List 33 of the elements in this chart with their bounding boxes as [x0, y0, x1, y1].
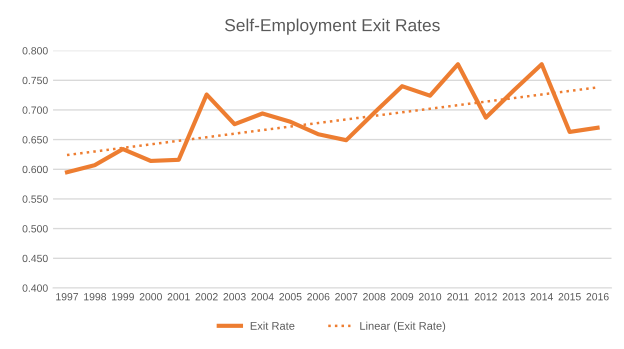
x-tick-label: 2003 — [223, 293, 246, 300]
x-tick-label: 2005 — [279, 293, 302, 300]
y-tick-label: 0.450 — [22, 254, 48, 262]
x-tick-label: 2004 — [251, 293, 274, 300]
x-tick-label: 1997 — [56, 293, 78, 300]
x-tick-label: 2010 — [418, 293, 442, 300]
y-tick-label: 0.700 — [22, 106, 48, 114]
x-tick-label: 2013 — [502, 293, 525, 300]
x-tick-label: 1998 — [84, 293, 106, 300]
line-series — [64, 62, 600, 174]
x-tick-label: 2014 — [530, 293, 553, 300]
y-tick-label: 0.600 — [22, 166, 48, 174]
x-tick-label: 2016 — [586, 293, 609, 300]
x-tick-label: 2015 — [558, 293, 581, 300]
y-tick-label: 0.400 — [22, 284, 48, 292]
y-tick-label: 0.550 — [22, 195, 48, 203]
x-tick-label: 2002 — [196, 293, 218, 300]
legend-label: Linear (Exit Rate) — [360, 322, 446, 332]
x-tick-label: 2012 — [474, 293, 497, 300]
legend-label: Exit Rate — [250, 322, 294, 330]
x-tick-label: 2008 — [363, 293, 386, 300]
chart-title: Self-Employment Exit Rates — [225, 18, 440, 35]
x-tick-label: 2001 — [168, 293, 190, 300]
x-tick-label: 2009 — [391, 293, 414, 300]
y-tick-label: 0.500 — [22, 225, 48, 232]
x-tick-label: 1999 — [112, 293, 134, 300]
x-tick-label: 2007 — [335, 293, 358, 300]
x-tick-label: 2006 — [307, 293, 330, 300]
y-tick-label: 0.650 — [22, 136, 48, 144]
x-tick-label: 2011 — [447, 293, 469, 300]
y-tick-label: 0.750 — [22, 76, 48, 84]
y-tick-label: 0.800 — [22, 47, 48, 54]
x-tick-label: 2000 — [140, 293, 162, 300]
